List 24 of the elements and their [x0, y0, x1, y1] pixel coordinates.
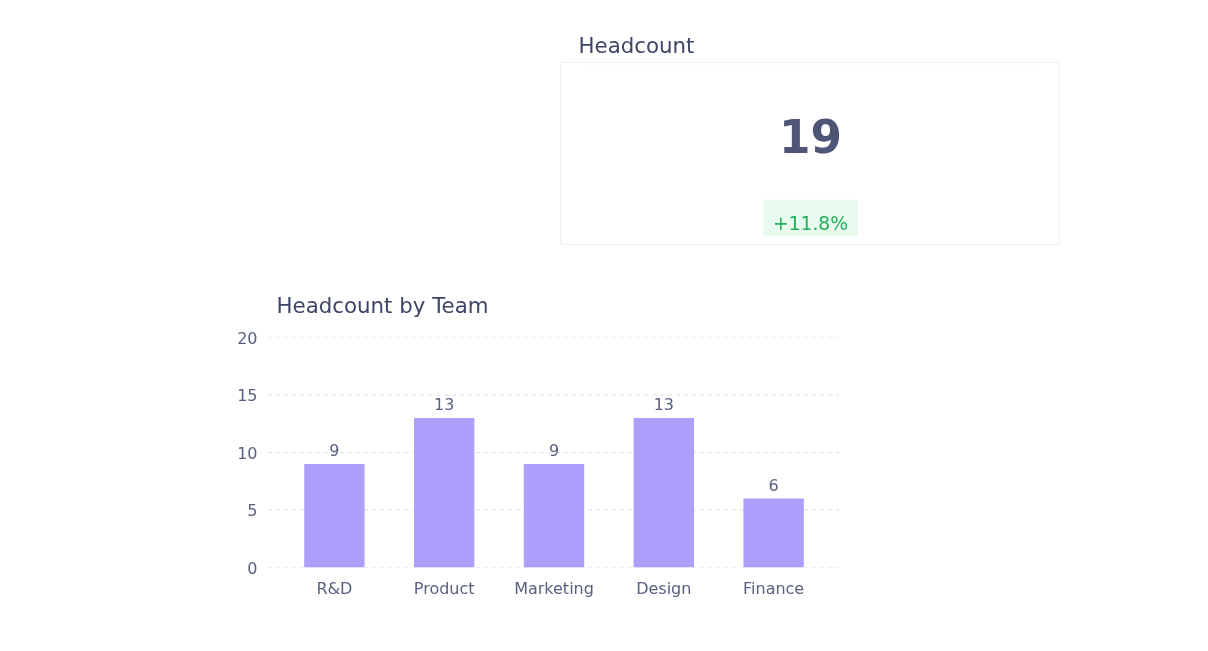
text: +11.8%: [773, 213, 848, 235]
data-label: 9: [548, 441, 560, 460]
x-tick-label: Design: [636, 578, 692, 598]
x-tick-label: Marketing: [514, 578, 594, 598]
data-label: 13: [653, 395, 674, 414]
text: 19: [778, 110, 843, 164]
bar: [523, 464, 585, 568]
y-tick-label: 10: [237, 443, 258, 463]
y-tick-label: 15: [237, 386, 258, 405]
x-tick-label: Finance: [743, 578, 805, 598]
data-label: 9: [329, 441, 340, 460]
x-tick-label: Product: [413, 578, 475, 598]
y-tick-label: 0: [247, 558, 258, 578]
bar: [633, 418, 694, 568]
text: Headcount: [578, 32, 695, 58]
data-label: 6: [768, 475, 779, 495]
x-tick-label: R&D: [316, 578, 353, 598]
bar: [743, 498, 804, 568]
bar: [304, 464, 365, 568]
chart-title: Headcount by Team: [276, 292, 489, 318]
data-label: 13: [434, 395, 455, 414]
y-tick-label: 20: [237, 328, 258, 348]
bar: [414, 418, 475, 568]
y-tick-label: 5: [247, 501, 258, 520]
